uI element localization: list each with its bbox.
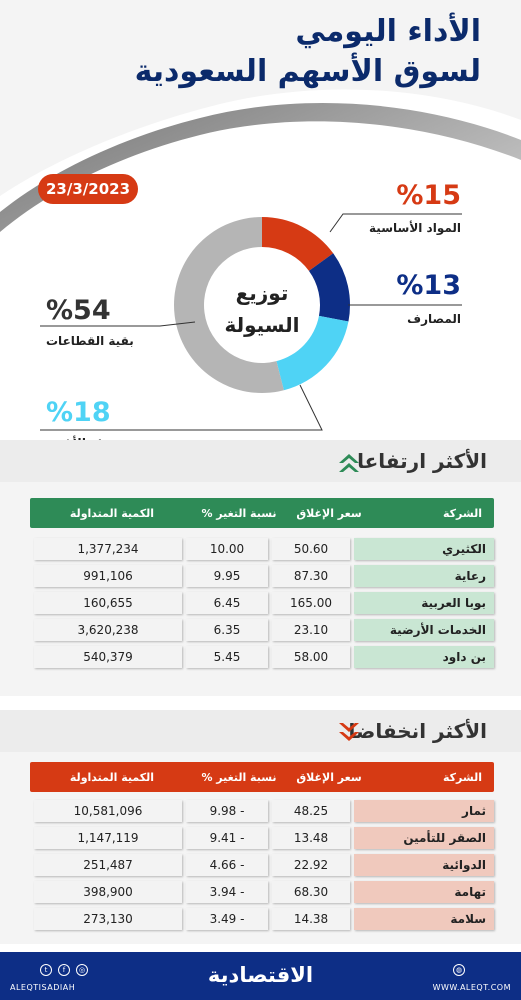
cell-change: 6.45 [186,592,268,614]
liquidity-donut-chart: توزيع السيولة [40,213,462,431]
instagram-icon[interactable]: ◎ [76,964,88,976]
table-row: الدوائية 22.92- 4.66 251,487 [30,854,494,878]
slice-label-banks: المصارف [407,312,461,326]
cell-volume: 3,620,238 [34,619,182,641]
cell-company: ثمار [354,800,494,822]
leader-line-materials [329,213,462,233]
table-row: بوبا العربية 165.00 6.45 160,655 [30,592,494,616]
cell-volume: 398,900 [34,881,182,903]
social-handle: ALEQTISADIAH [10,983,76,992]
date-badge: 23/3/2023 [38,174,138,204]
cell-close: 87.30 [272,565,350,587]
header-change: نسبة التغير % [201,770,277,784]
donut-slice-3 [174,217,284,393]
double-chevron-up-icon [339,454,359,472]
gainers-title-band [0,440,521,482]
cell-close: 50.60 [272,538,350,560]
cell-change: 6.35 [186,619,268,641]
gainers-table-header: الشركة سعر الإغلاق نسبة التغير % الكمية … [30,498,494,528]
cell-close: 48.25 [272,800,350,822]
cell-company: الكثيري [354,538,494,560]
cell-volume: 1,147,119 [34,827,182,849]
website-link[interactable]: WWW.ALEQT.COM [432,983,511,992]
cell-company: بن داود [354,646,494,668]
cell-change: - 9.41 [186,827,268,849]
cell-volume: 10,581,096 [34,800,182,822]
donut-slice-0 [262,217,334,271]
table-row: بن داود 58.00 5.45 540,379 [30,646,494,670]
table-row: الصقر للتأمين 13.48- 9.41 1,147,119 [30,827,494,851]
leader-line-food [40,384,323,431]
cell-volume: 160,655 [34,592,182,614]
gainers-title: الأكثر ارتفاعا [357,449,487,473]
header-company: الشركة [442,506,482,520]
slice-value-materials: %15 [396,180,461,211]
cell-change: - 3.49 [186,908,268,930]
cell-change: 10.00 [186,538,268,560]
cell-company: رعاية [354,565,494,587]
cell-change: - 3.94 [186,881,268,903]
cell-company: بوبا العربية [354,592,494,614]
cell-close: 165.00 [272,592,350,614]
cell-company: الخدمات الأرضية [354,619,494,641]
slice-value-others: %54 [46,295,111,326]
cell-close: 22.92 [272,854,350,876]
cell-company: تهامة [354,881,494,903]
table-row: سلامة 14.38- 3.49 273,130 [30,908,494,932]
table-row: رعاية 87.30 9.95 991,106 [30,565,494,589]
cell-close: 23.10 [272,619,350,641]
table-row: ثمار 48.25- 9.98 10,581,096 [30,800,494,824]
cell-volume: 273,130 [34,908,182,930]
cell-change: - 9.98 [186,800,268,822]
cell-company: سلامة [354,908,494,930]
cell-close: 58.00 [272,646,350,668]
cell-volume: 251,487 [34,854,182,876]
donut-center-line2: السيولة [224,313,299,337]
donut-slice-1 [308,253,350,322]
header-close: سعر الإغلاق [296,770,362,784]
cell-close: 13.48 [272,827,350,849]
header-volume: الكمية المتداولة [69,770,155,784]
cell-company: الصقر للتأمين [354,827,494,849]
cell-close: 14.38 [272,908,350,930]
header-change: نسبة التغير % [201,506,277,520]
page-title-line2: لسوق الأسهم السعودية [134,54,481,89]
header-close: سعر الإغلاق [296,506,362,520]
web-icon[interactable]: ◍ [453,964,465,976]
cell-volume: 1,377,234 [34,538,182,560]
donut-slice-2 [276,315,349,391]
cell-company: الدوائية [354,854,494,876]
footer-bar: الاقتصادية t f ◎ ALEQTISADIAH ◍ WWW.ALEQ… [0,952,521,1000]
table-row: تهامة 68.30- 3.94 398,900 [30,881,494,905]
slice-label-materials: المواد الأساسية [369,221,461,235]
header-swoosh [0,0,521,232]
double-chevron-down-icon [339,723,359,741]
header-volume: الكمية المتداولة [69,506,155,520]
slice-value-banks: %13 [396,270,461,301]
publisher-logo: الاقتصادية [207,963,314,987]
table-row: الخدمات الأرضية 23.10 6.35 3,620,238 [30,619,494,643]
losers-title: الأكثر انخفاضا [348,719,487,743]
cell-change: - 4.66 [186,854,268,876]
cell-change: 9.95 [186,565,268,587]
page-title-line1: الأداء اليومي [295,14,481,49]
leader-line-others [40,321,196,327]
table-row: الكثيري 50.60 10.00 1,377,234 [30,538,494,562]
cell-change: 5.45 [186,646,268,668]
cell-close: 68.30 [272,881,350,903]
losers-title-band [0,710,521,752]
slice-label-others: بقية القطاعات [46,334,134,348]
twitter-icon[interactable]: t [40,964,52,976]
losers-table-header: الشركة سعر الإغلاق نسبة التغير % الكمية … [30,762,494,792]
cell-volume: 540,379 [34,646,182,668]
facebook-icon[interactable]: f [58,964,70,976]
slice-value-food: %18 [46,397,111,428]
header-company: الشركة [442,770,482,784]
cell-volume: 991,106 [34,565,182,587]
donut-center-line1: توزيع [236,281,289,305]
